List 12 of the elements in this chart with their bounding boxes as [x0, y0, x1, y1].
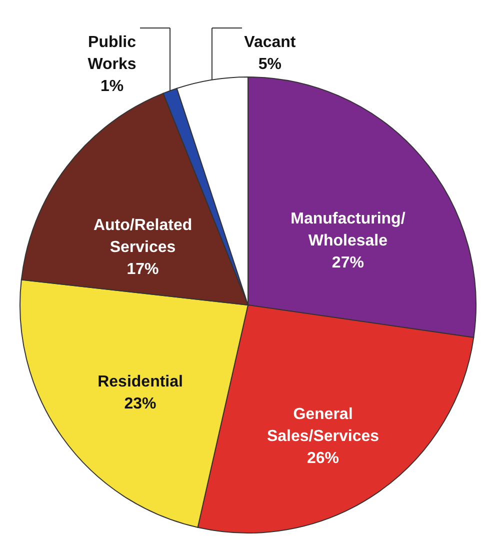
slice-label: General Sales/Services — [266, 406, 380, 445]
data-label: 26% — [306, 450, 340, 467]
data-label: 17% — [126, 260, 159, 278]
slice-label: Public Works — [88, 34, 136, 73]
slice-label: Manufacturing/Wholesale — [290, 210, 406, 250]
slice-label: Vacant — [244, 34, 296, 51]
data-label: 23% — [124, 396, 156, 413]
data-label: 27% — [332, 254, 364, 272]
slice-label: Auto/Related Services — [93, 216, 192, 256]
data-label: 1% — [100, 78, 124, 95]
slice-label: Residential — [98, 374, 183, 391]
data-label: 5% — [258, 56, 282, 73]
